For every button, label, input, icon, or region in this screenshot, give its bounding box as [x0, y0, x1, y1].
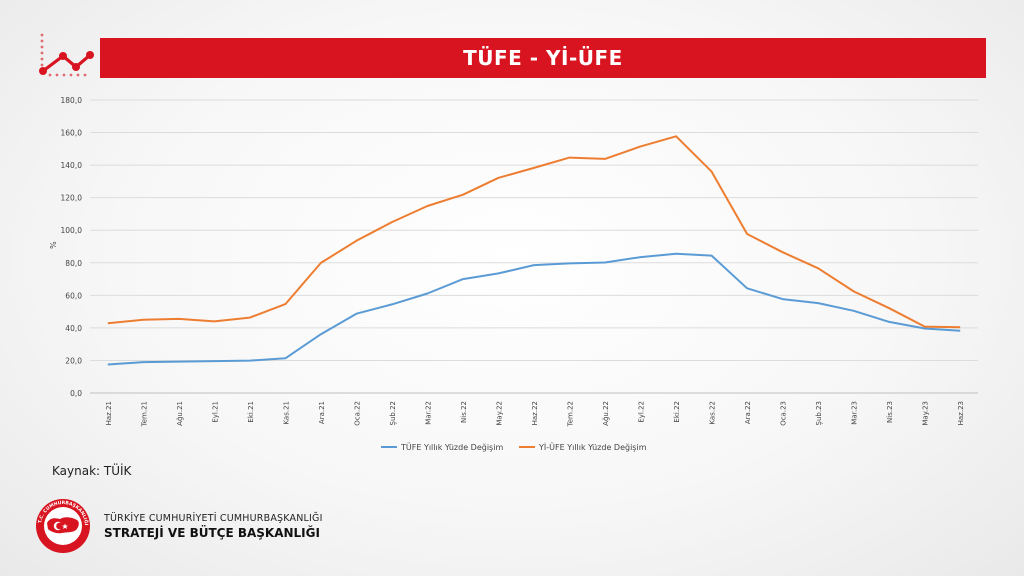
page-title: TÜFE - Yİ-ÜFE — [463, 46, 623, 70]
x-tick-label: Ara.21 — [318, 401, 326, 424]
trend-line-icon — [39, 33, 94, 77]
y-tick-label: 40,0 — [65, 324, 82, 333]
title-banner: TÜFE - Yİ-ÜFE — [100, 38, 986, 78]
x-tick-label: Mar.22 — [424, 401, 432, 425]
y-tick-label: 20,0 — [65, 356, 82, 365]
x-tick-label: Haz.22 — [531, 401, 539, 425]
y-tick-label: 60,0 — [65, 291, 82, 300]
x-tick-label: Haz.21 — [105, 401, 113, 425]
x-tick-label: Eyl.22 — [638, 401, 646, 423]
x-tick-label: Şub.23 — [815, 401, 823, 425]
x-tick-label: Şub.22 — [389, 401, 397, 425]
chart-legend: TÜFE Yıllık Yüzde Değişim Yİ-ÜFE Yıllık Y… — [381, 442, 647, 452]
x-tick-label: Eki.21 — [247, 401, 255, 423]
y-tick-label: 180,0 — [61, 96, 83, 105]
x-tick-label: Mar.23 — [851, 401, 859, 425]
x-tick-label: Eyl.21 — [211, 401, 219, 423]
y-tick-label: 0,0 — [70, 389, 82, 398]
chart-grid — [90, 99, 978, 394]
org-name-line2: STRATEJİ VE BÜTÇE BAŞKANLIĞI — [104, 525, 320, 540]
y-tick-labels: 0,0 20,0 40,0 60,0 80,0 100,0 120,0 140,0 160,0 1… — [61, 96, 83, 398]
x-tick-label: Kas.21 — [282, 401, 290, 425]
legend-label: Yİ-ÜFE Yıllık Yüzde Değişim — [538, 442, 647, 452]
x-tick-label: Nis.22 — [460, 401, 468, 423]
source-note: Kaynak: TÜİK — [52, 464, 132, 478]
chart-series — [107, 135, 961, 366]
y-axis-label: % — [49, 241, 58, 249]
x-tick-label: Haz.23 — [957, 401, 965, 425]
x-tick-label: May.23 — [922, 401, 930, 426]
series-line-tufe — [107, 252, 961, 366]
organization-block: T.C. CUMHURBAŞKANLIĞI STRATEJİ VE BÜTÇE … — [32, 497, 323, 555]
x-tick-label: May.22 — [495, 401, 503, 426]
x-tick-label: Ağu.22 — [602, 401, 610, 426]
x-tick-label: Ara.22 — [744, 401, 752, 424]
x-tick-label: Tem.22 — [567, 401, 575, 427]
y-tick-label: 160,0 — [61, 129, 83, 138]
x-tick-label: Nis.23 — [886, 401, 894, 423]
x-tick-label: Kas.22 — [709, 401, 717, 425]
y-tick-label: 80,0 — [65, 259, 82, 268]
x-tick-label: Tem.21 — [140, 401, 148, 427]
line-chart: 0,0 20,0 40,0 60,0 80,0 100,0 120,0 140,0 160,0 1… — [49, 96, 978, 452]
x-tick-label: Ağu.21 — [176, 401, 184, 426]
x-tick-label: Oca.23 — [780, 401, 788, 426]
y-tick-label: 120,0 — [61, 194, 83, 203]
y-tick-label: 100,0 — [61, 226, 83, 235]
org-name-line1: TÜRKİYE CUMHURİYETİ CUMHURBAŞKANLIĞI — [104, 512, 323, 524]
x-tick-label: Oca.22 — [353, 401, 361, 426]
y-tick-label: 140,0 — [61, 161, 83, 170]
ministry-emblem-icon: T.C. CUMHURBAŞKANLIĞI STRATEJİ VE BÜTÇE … — [32, 497, 90, 553]
x-tick-labels: Haz.21 Tem.21 Ağu.21 Eyl.21 Eki.21 Kas.21 Ara.… — [105, 401, 965, 427]
legend-label: TÜFE Yıllık Yüzde Değişim — [400, 442, 503, 452]
x-tick-label: Eki.22 — [673, 401, 681, 423]
